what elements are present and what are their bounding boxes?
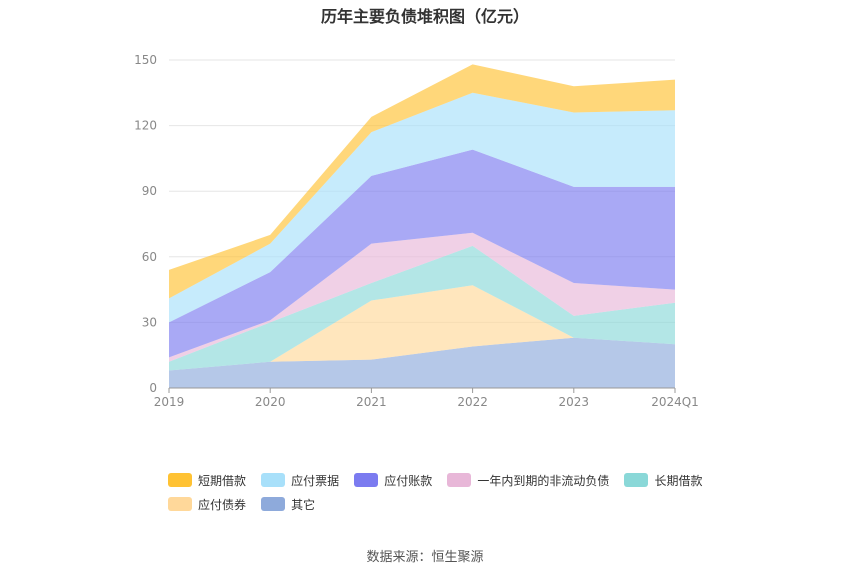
area-series (169, 64, 675, 299)
area-series (169, 149, 675, 358)
legend-item-long-term-loans[interactable]: 长期借款 (624, 472, 702, 488)
legend-swatch (168, 473, 192, 487)
legend-item-current-portion-noncurrent-liabilities[interactable]: 一年内到期的非流动负债 (447, 472, 609, 488)
area-series (169, 337, 675, 388)
legend-label: 应付票据 (291, 473, 340, 488)
legend: 短期借款 应付票据 应付账款 一年内到期的非流动负债 长期借款 应付债券 其它 (168, 472, 728, 520)
legend-label: 应付债券 (198, 497, 247, 512)
x-tick-label: 2023 (559, 395, 590, 409)
axis-layer: 0 30 60 90 120 150 2019 2020 2021 2022 2023 2024Q1 (134, 53, 699, 409)
legend-swatch (261, 473, 286, 487)
y-tick-label: 150 (134, 53, 157, 67)
legend-label: 短期借款 (198, 473, 247, 488)
legend-swatch (168, 497, 192, 511)
area-series (169, 232, 675, 362)
legend-item-other[interactable]: 其它 (261, 496, 315, 512)
legend-item-accounts-payable[interactable]: 应付账款 (354, 472, 432, 488)
legend-label: 应付账款 (384, 473, 433, 488)
legend-swatch (447, 473, 472, 487)
x-tick-label: 2019 (154, 395, 185, 409)
legend-item-short-term-loans[interactable]: 短期借款 (168, 472, 246, 488)
y-tick-label: 90 (142, 184, 157, 198)
y-tick-label: 120 (134, 119, 157, 133)
legend-label: 长期借款 (654, 473, 703, 488)
legend-label: 其它 (291, 497, 316, 512)
legend-swatch (354, 473, 379, 487)
area-series (169, 92, 675, 323)
source-note: 数据来源：恒生聚源 (366, 550, 484, 565)
legend-item-bonds-payable[interactable]: 应付债券 (168, 496, 246, 512)
legend-swatch (261, 497, 286, 511)
legend-swatch (624, 473, 649, 487)
y-tick-label: 60 (142, 250, 157, 264)
y-tick-label: 30 (142, 315, 157, 329)
chart-title: 历年主要负债堆积图（亿元） (320, 7, 529, 26)
x-tick-label: 2024Q1 (651, 395, 699, 409)
x-tick-label: 2021 (356, 395, 387, 409)
area-layer (169, 64, 675, 388)
area-series (169, 245, 675, 371)
legend-label: 一年内到期的非流动负债 (477, 473, 610, 488)
legend-item-notes-payable[interactable]: 应付票据 (261, 472, 339, 488)
y-tick-label: 0 (149, 381, 157, 395)
x-tick-label: 2022 (457, 395, 488, 409)
x-tick-label: 2020 (255, 395, 286, 409)
area-series (169, 285, 675, 371)
